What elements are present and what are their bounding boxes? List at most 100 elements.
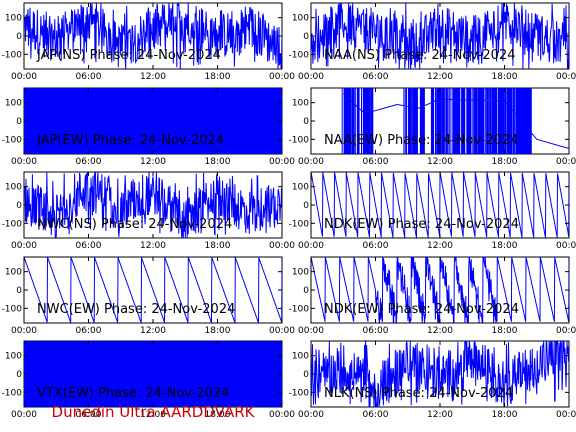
footer-credit: Dunedin Ultra AARDDVARK	[51, 403, 255, 421]
x-tick-label: 12:00	[140, 326, 166, 336]
x-tick-label: 06:00	[363, 410, 389, 420]
x-tick-label: 06:00	[76, 72, 102, 82]
y-tick-label: -100	[289, 219, 310, 229]
x-tick-label: 06:00	[363, 157, 389, 167]
x-tick-label: 18:00	[205, 72, 231, 82]
y-tick-label: 100	[292, 268, 309, 278]
x-tick-label: 18:00	[492, 157, 518, 167]
trace-group	[24, 3, 282, 69]
phase-trace	[311, 257, 569, 323]
x-tick-label: 00:00	[298, 72, 324, 82]
phase-panel: 1000-10000:0006:0012:0018:0000:00NLK(NS)…	[289, 340, 576, 420]
x-tick-label: 18:00	[492, 410, 518, 420]
x-tick-label: 12:00	[140, 157, 166, 167]
phase-panel: 1000-10000:0006:0012:0018:0000:00NAA(EW)…	[289, 87, 576, 167]
x-tick-label: 00:00	[556, 410, 576, 420]
phase-trace	[24, 172, 282, 238]
y-tick-label: 0	[303, 370, 309, 380]
y-tick-label: -100	[289, 304, 310, 314]
y-tick-label: 100	[292, 183, 309, 193]
panel-title: NWC(EW) Phase: 24-Nov-2024	[37, 302, 235, 317]
trace-group	[24, 172, 282, 238]
y-tick-label: 0	[16, 32, 22, 42]
x-tick-label: 00:00	[556, 326, 576, 336]
x-tick-label: 18:00	[492, 326, 518, 336]
x-tick-label: 00:00	[269, 326, 295, 336]
x-tick-label: 00:00	[269, 410, 295, 420]
phase-panel: 1000-10000:0006:0012:0018:0000:00NAA(NS)…	[289, 2, 576, 82]
y-tick-label: -100	[289, 50, 310, 60]
x-tick-label: 12:00	[140, 72, 166, 82]
y-tick-label: 0	[303, 32, 309, 42]
x-tick-label: 18:00	[492, 241, 518, 251]
y-tick-label: 100	[292, 14, 309, 24]
trace-group	[311, 172, 569, 238]
y-tick-label: 100	[292, 99, 309, 109]
x-tick-label: 00:00	[556, 157, 576, 167]
trace-group	[311, 3, 569, 69]
x-tick-label: 06:00	[76, 241, 102, 251]
panel-title: NWC(NS) Phase: 24-Nov-2024	[37, 217, 232, 232]
x-tick-label: 06:00	[76, 326, 102, 336]
x-tick-label: 18:00	[205, 326, 231, 336]
y-tick-label: 100	[5, 183, 22, 193]
x-tick-label: 12:00	[427, 326, 453, 336]
x-tick-label: 06:00	[363, 72, 389, 82]
y-tick-label: 100	[5, 268, 22, 278]
x-tick-label: 18:00	[205, 410, 231, 420]
y-tick-label: 0	[16, 117, 22, 127]
panel-title: NAA(EW) Phase: 24-Nov-2024	[324, 133, 519, 148]
y-tick-label: 0	[303, 201, 309, 211]
y-tick-label: 100	[5, 99, 22, 109]
y-tick-label: -100	[2, 135, 23, 145]
x-tick-label: 00:00	[298, 410, 324, 420]
x-tick-label: 00:00	[269, 72, 295, 82]
trace-group	[24, 88, 282, 154]
x-tick-label: 00:00	[269, 241, 295, 251]
x-tick-label: 00:00	[11, 72, 37, 82]
y-tick-label: -100	[2, 304, 23, 314]
y-tick-label: 100	[5, 14, 22, 24]
y-tick-label: -100	[289, 135, 310, 145]
y-tick-label: 0	[16, 370, 22, 380]
y-tick-label: 100	[5, 352, 22, 362]
y-tick-label: -100	[2, 388, 23, 398]
y-tick-label: 0	[303, 286, 309, 296]
phase-trace-fill	[24, 341, 282, 407]
phase-panel: 1000-10000:0006:0012:0018:0000:00NDK(EW)…	[289, 256, 576, 336]
panel-title: VTX(EW) Phase: 24-Nov-2024	[37, 386, 229, 401]
x-tick-label: 00:00	[269, 157, 295, 167]
x-tick-label: 06:00	[363, 241, 389, 251]
phase-panel: 100 0 -100 00:00 06:00 12:00 18:00 00:00 JAP(NS)…	[2, 2, 295, 82]
x-tick-label: 12:00	[140, 410, 166, 420]
x-tick-label: 12:00	[140, 241, 166, 251]
y-tick-label: 0	[303, 117, 309, 127]
panel-title: NDK(EW) Phase: 24-Nov-2024	[324, 217, 519, 232]
phase-trace	[311, 3, 569, 69]
phase-panel: 1000-10000:0006:0012:0018:0000:00NDK(EW)…	[289, 171, 576, 251]
x-tick-label: 00:00	[298, 157, 324, 167]
x-tick-label: 00:00	[11, 157, 37, 167]
panel-title: JAP(NS) Phase: 24-Nov-2024	[36, 48, 221, 63]
x-tick-label: 00:00	[11, 410, 37, 420]
y-tick-label: 100	[292, 352, 309, 362]
x-tick-label: 00:00	[556, 241, 576, 251]
x-tick-label: 06:00	[76, 410, 102, 420]
panel-title: JAP(EW) Phase: 24-Nov-2024	[36, 133, 224, 148]
x-tick-label: 12:00	[427, 410, 453, 420]
trace-group	[311, 341, 569, 407]
x-tick-label: 00:00	[11, 326, 37, 336]
phase-trace	[311, 341, 569, 407]
x-tick-label: 06:00	[76, 157, 102, 167]
x-tick-label: 18:00	[205, 157, 231, 167]
phase-trace	[24, 257, 282, 323]
y-tick-label: -100	[2, 219, 23, 229]
x-tick-label: 00:00	[11, 241, 37, 251]
trace-group	[311, 257, 569, 323]
phase-trace	[24, 3, 282, 69]
phase-trace	[311, 172, 569, 238]
